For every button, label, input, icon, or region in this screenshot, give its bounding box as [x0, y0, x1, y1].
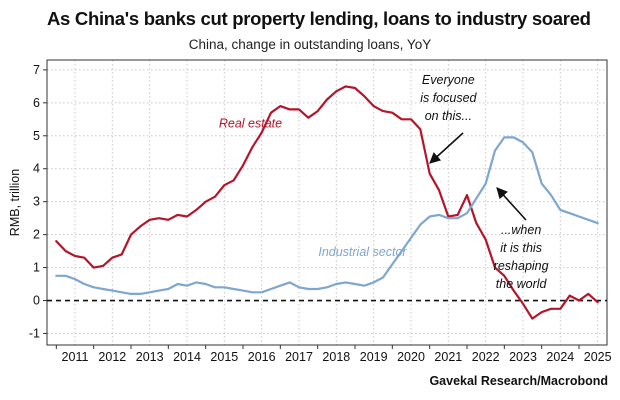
source-note: Gavekal Research/Macrobond — [429, 374, 608, 388]
x-tick-label: 2019 — [360, 350, 388, 364]
y-tick-label: 5 — [33, 129, 40, 143]
y-tick-label: 2 — [33, 228, 40, 242]
annotation-world-line: it is this — [500, 241, 542, 255]
x-tick-label: 2024 — [546, 350, 574, 364]
y-tick-label: 7 — [33, 63, 40, 77]
series-line-1 — [55, 136, 599, 295]
x-tick-label: 2014 — [173, 350, 201, 364]
y-axis-label: RMB, trillion — [8, 169, 22, 236]
x-tick-label: 2012 — [98, 350, 126, 364]
series-label-industrial: Industrial sector — [318, 245, 407, 259]
annotation-world-line: ...when — [501, 223, 541, 237]
y-tick-label: 3 — [33, 195, 40, 209]
y-tick-label: 6 — [33, 96, 40, 110]
y-tick-label: -1 — [29, 326, 40, 340]
y-tick-label: 0 — [33, 294, 40, 308]
series-line-0 — [55, 85, 599, 320]
chart-title: As China's banks cut property lending, l… — [47, 8, 591, 29]
x-tick-label: 2025 — [584, 350, 612, 364]
x-tick-label: 2018 — [322, 350, 350, 364]
x-tick-label: 2022 — [472, 350, 500, 364]
x-tick-label: 2023 — [509, 350, 537, 364]
annotation-world-line: reshaping — [494, 259, 549, 273]
plot-frame — [46, 59, 608, 346]
annotation-arrow-focus — [429, 132, 464, 164]
annotation-arrow-world — [496, 187, 527, 221]
annotation-focus-line: on this... — [425, 109, 472, 123]
x-tick-label: 2021 — [434, 350, 462, 364]
y-tick-label: 4 — [33, 162, 40, 176]
annotation-world-line: the world — [496, 277, 548, 291]
x-tick-label: 2013 — [136, 350, 164, 364]
series-label-real-estate: Real estate — [219, 117, 282, 131]
x-tick-label: 2020 — [397, 350, 425, 364]
x-tick-label: 2015 — [210, 350, 238, 364]
x-tick-label: 2011 — [62, 350, 89, 364]
chart-subtitle: China, change in outstanding loans, YoY — [188, 37, 432, 52]
x-tick-label: 2017 — [285, 350, 313, 364]
annotation-focus-line: Everyone — [422, 73, 475, 87]
y-tick-label: 1 — [33, 261, 40, 275]
annotation-focus-line: is focused — [420, 91, 477, 105]
x-tick-label: 2016 — [248, 350, 276, 364]
